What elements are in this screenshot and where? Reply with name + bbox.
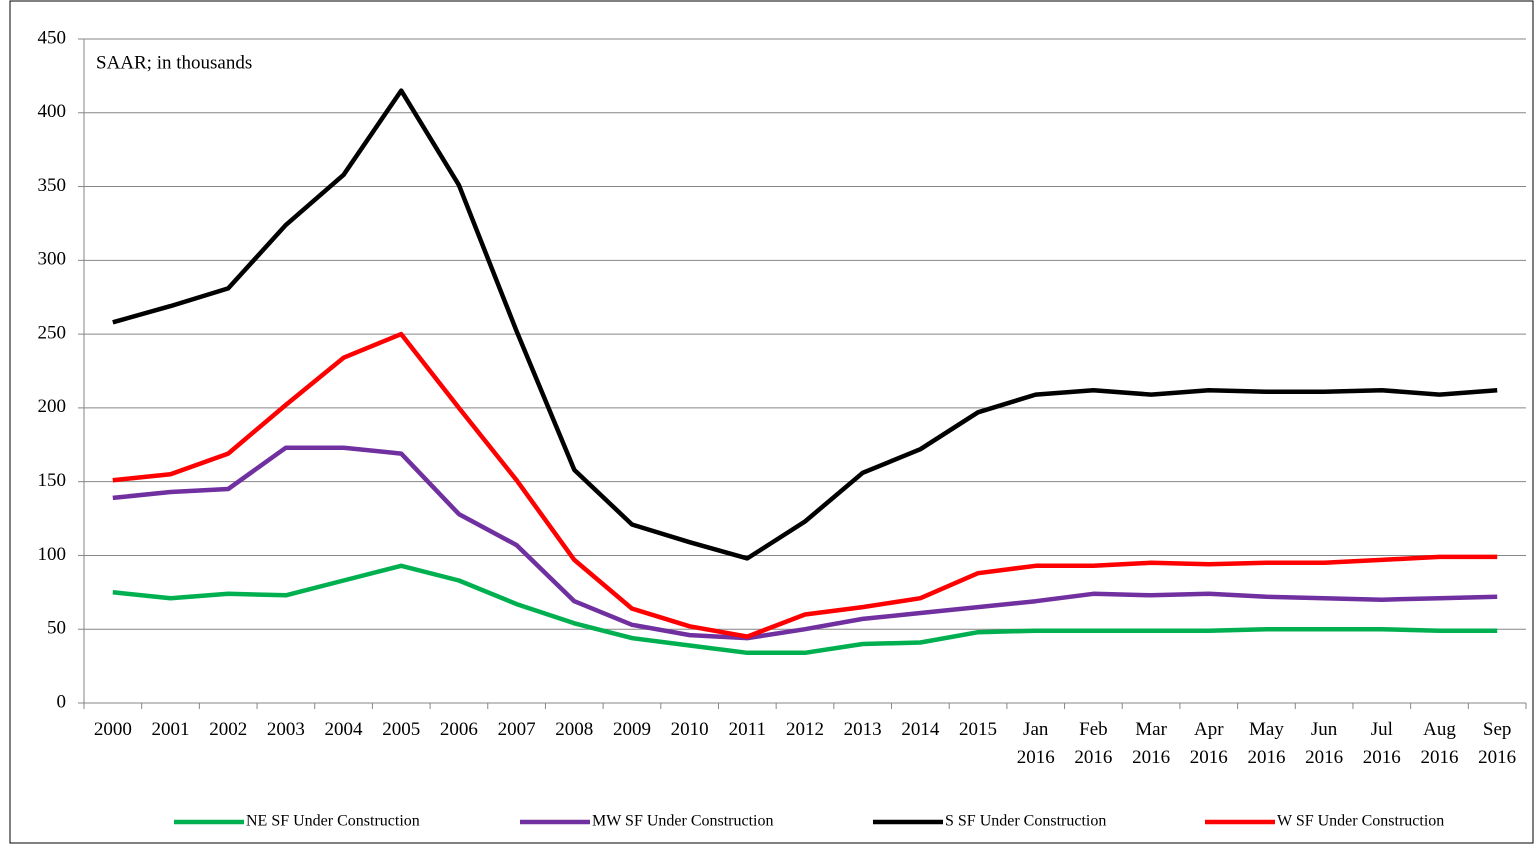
x-tick-label: Apr 2016	[1189, 719, 1228, 768]
x-tick-label: 2015	[959, 719, 998, 740]
series-line	[112, 563, 1498, 656]
x-tick-label: 2014	[901, 719, 940, 740]
legend-label: MW SF Under Construction	[592, 813, 773, 830]
x-tick-label: 2006	[439, 719, 478, 740]
x-tick-label: 2012	[786, 719, 824, 740]
y-tick-label: 350	[38, 175, 67, 196]
x-tick-label: 2008	[555, 719, 594, 740]
x-tick-label: Feb 2016	[1074, 719, 1113, 768]
y-tick-label: 400	[38, 101, 67, 122]
y-tick-label: 100	[38, 544, 67, 565]
x-tick-label: 2004	[324, 719, 363, 740]
x-tick-label: Mar 2016	[1132, 719, 1171, 768]
x-tick-label: Jul 2016	[1362, 719, 1401, 768]
annotation: SAAR; in thousands	[96, 52, 252, 73]
x-tick-label: May 2016	[1247, 719, 1286, 768]
x-tick-label: Jun 2016	[1305, 719, 1344, 768]
series-line	[112, 331, 1498, 639]
legend-label: W SF Under Construction	[1277, 813, 1444, 830]
y-tick-label: 50	[47, 618, 66, 639]
y-tick-label: 200	[38, 396, 67, 417]
x-tick-label: 2005	[382, 719, 421, 740]
y-tick-label: 250	[38, 322, 67, 343]
y-tick-label: 150	[38, 470, 67, 491]
x-tick-label: 2002	[209, 719, 248, 740]
y-tick-label: 300	[38, 249, 67, 270]
x-tick-label: Sep 2016	[1478, 719, 1517, 768]
x-tick-label: 2007	[497, 719, 536, 740]
legend-label: NE SF Under Construction	[246, 813, 420, 830]
x-tick-label: 2000	[93, 719, 132, 740]
legend-label: S SF Under Construction	[945, 813, 1106, 830]
x-tick-label: Aug 2016	[1420, 719, 1459, 768]
chart-frame	[9, 0, 1534, 844]
x-tick-label: Jan 2016	[1016, 719, 1055, 768]
series-line	[112, 445, 1498, 641]
series-line	[112, 88, 1498, 561]
x-tick-label: 2009	[612, 719, 651, 740]
x-tick-label: 2013	[843, 719, 882, 740]
x-tick-label: 2011	[728, 719, 766, 740]
x-tick-label: 2001	[151, 719, 190, 740]
x-tick-label: 2003	[266, 719, 305, 740]
x-tick-label: 2010	[670, 719, 709, 740]
y-tick-label: 450	[38, 27, 67, 48]
y-tick-label: 0	[57, 691, 67, 712]
